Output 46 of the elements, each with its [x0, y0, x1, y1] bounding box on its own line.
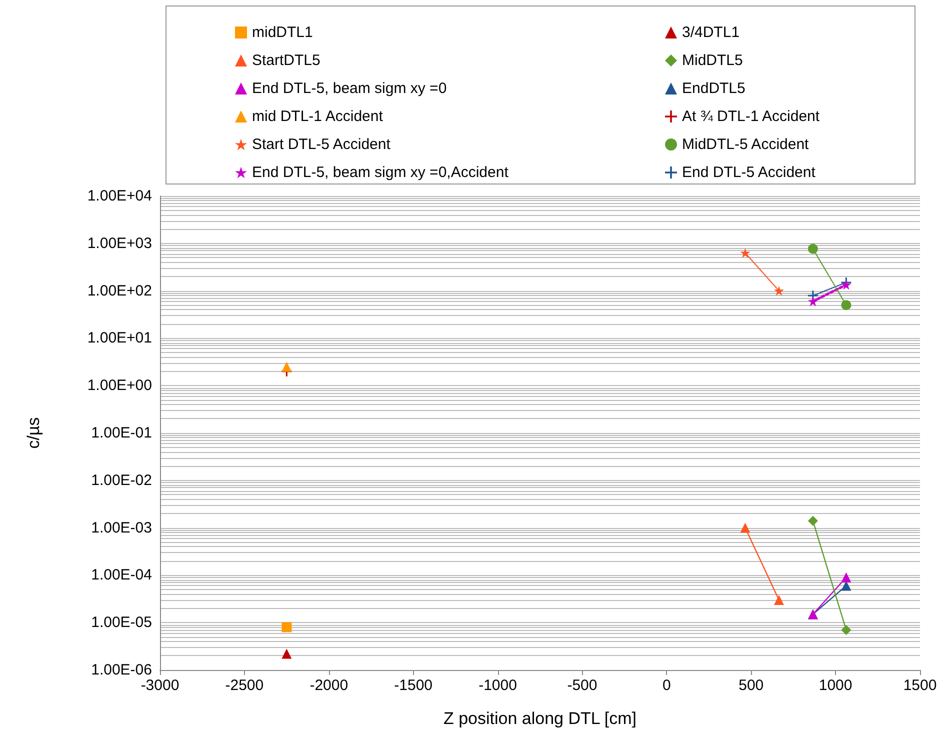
point [282, 648, 292, 659]
legend-label: Start DTL-5 Accident [252, 136, 392, 153]
y-tick-label: 1.00E-06 [91, 662, 152, 678]
legend-label: End DTL-5, beam sigm xy =0 [252, 80, 447, 97]
y-axis-title: c/µs [24, 417, 43, 449]
y-tick-label: 1.00E-02 [91, 472, 152, 489]
x-tick-label: 500 [738, 677, 764, 694]
y-tick-label: 1.00E+04 [87, 188, 152, 204]
legend-label: mid DTL-1 Accident [252, 108, 384, 125]
x-tick-label: 0 [662, 677, 671, 694]
x-tick-label: 1500 [903, 677, 937, 694]
point [808, 296, 818, 306]
x-tick-label: -1500 [394, 677, 433, 694]
x-tick-label: -2500 [225, 677, 264, 694]
legend-label: EndDTL5 [682, 80, 746, 97]
y-tick-label: 1.00E+00 [87, 377, 152, 394]
x-tick-label: 1000 [818, 677, 852, 694]
legend-label: MidDTL5 [682, 52, 743, 69]
x-axis-title: Z position along DTL [cm] [443, 709, 637, 728]
legend-label: End DTL-5 Accident [682, 164, 816, 181]
y-tick-label: 1.00E-04 [91, 566, 152, 584]
x-tick-label: -1000 [478, 677, 517, 694]
point [774, 286, 784, 296]
legend-label: 3/4DTL1 [682, 24, 740, 41]
point [740, 248, 750, 258]
x-tick-label: -2000 [310, 677, 348, 694]
legend-label: midDTL1 [252, 24, 313, 41]
y-tick-label: 1.00E-01 [91, 424, 152, 442]
y-tick-label: 1.00E+03 [87, 234, 152, 252]
y-tick-label: 1.00E+01 [87, 330, 152, 347]
legend-label: End DTL-5, beam sigm xy =0,Accident [252, 164, 510, 181]
x-tick-label: -3000 [140, 677, 180, 694]
legend-label: MidDTL-5 Accident [682, 136, 810, 153]
point [841, 280, 852, 290]
point [282, 362, 292, 372]
x-tick-label: -500 [567, 677, 598, 694]
point [808, 516, 818, 526]
point [282, 622, 292, 632]
y-tick-label: 1.00E+02 [87, 282, 152, 300]
y-tick-label: 1.00E-03 [91, 519, 152, 536]
point [841, 624, 852, 635]
point [841, 300, 852, 310]
legend-label: StartDTL5 [252, 52, 320, 69]
y-tick-label: 1.00E-05 [91, 614, 152, 632]
point [808, 244, 818, 254]
legend-label: At ¾ DTL-1 Accident [682, 108, 820, 125]
